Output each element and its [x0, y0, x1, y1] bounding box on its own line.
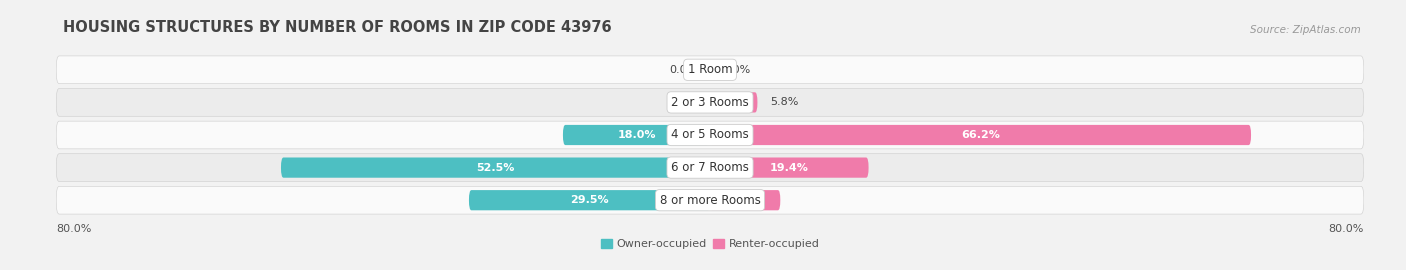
Text: 8 or more Rooms: 8 or more Rooms	[659, 194, 761, 207]
FancyBboxPatch shape	[56, 89, 1364, 116]
Text: 19.4%: 19.4%	[770, 163, 808, 173]
Text: 6 or 7 Rooms: 6 or 7 Rooms	[671, 161, 749, 174]
Text: 2 or 3 Rooms: 2 or 3 Rooms	[671, 96, 749, 109]
Text: Source: ZipAtlas.com: Source: ZipAtlas.com	[1250, 25, 1361, 35]
Text: 5.8%: 5.8%	[769, 97, 799, 107]
Text: 80.0%: 80.0%	[1329, 224, 1364, 234]
FancyBboxPatch shape	[56, 186, 1364, 214]
FancyBboxPatch shape	[710, 92, 758, 113]
FancyBboxPatch shape	[710, 125, 1251, 145]
Text: 0.0%: 0.0%	[723, 65, 751, 75]
Text: 80.0%: 80.0%	[56, 224, 91, 234]
Text: 52.5%: 52.5%	[477, 163, 515, 173]
Text: 1 Room: 1 Room	[688, 63, 733, 76]
FancyBboxPatch shape	[281, 157, 710, 178]
Text: 8.6%: 8.6%	[730, 195, 761, 205]
Legend: Owner-occupied, Renter-occupied: Owner-occupied, Renter-occupied	[596, 235, 824, 254]
Text: 4 or 5 Rooms: 4 or 5 Rooms	[671, 129, 749, 141]
FancyBboxPatch shape	[56, 154, 1364, 181]
Text: 18.0%: 18.0%	[617, 130, 655, 140]
Text: 0.0%: 0.0%	[669, 97, 697, 107]
FancyBboxPatch shape	[470, 190, 710, 210]
Text: 0.0%: 0.0%	[669, 65, 697, 75]
Text: 66.2%: 66.2%	[962, 130, 1000, 140]
FancyBboxPatch shape	[710, 190, 780, 210]
FancyBboxPatch shape	[56, 121, 1364, 149]
FancyBboxPatch shape	[710, 157, 869, 178]
Text: HOUSING STRUCTURES BY NUMBER OF ROOMS IN ZIP CODE 43976: HOUSING STRUCTURES BY NUMBER OF ROOMS IN…	[63, 20, 612, 35]
Text: 29.5%: 29.5%	[571, 195, 609, 205]
FancyBboxPatch shape	[56, 56, 1364, 84]
FancyBboxPatch shape	[562, 125, 710, 145]
